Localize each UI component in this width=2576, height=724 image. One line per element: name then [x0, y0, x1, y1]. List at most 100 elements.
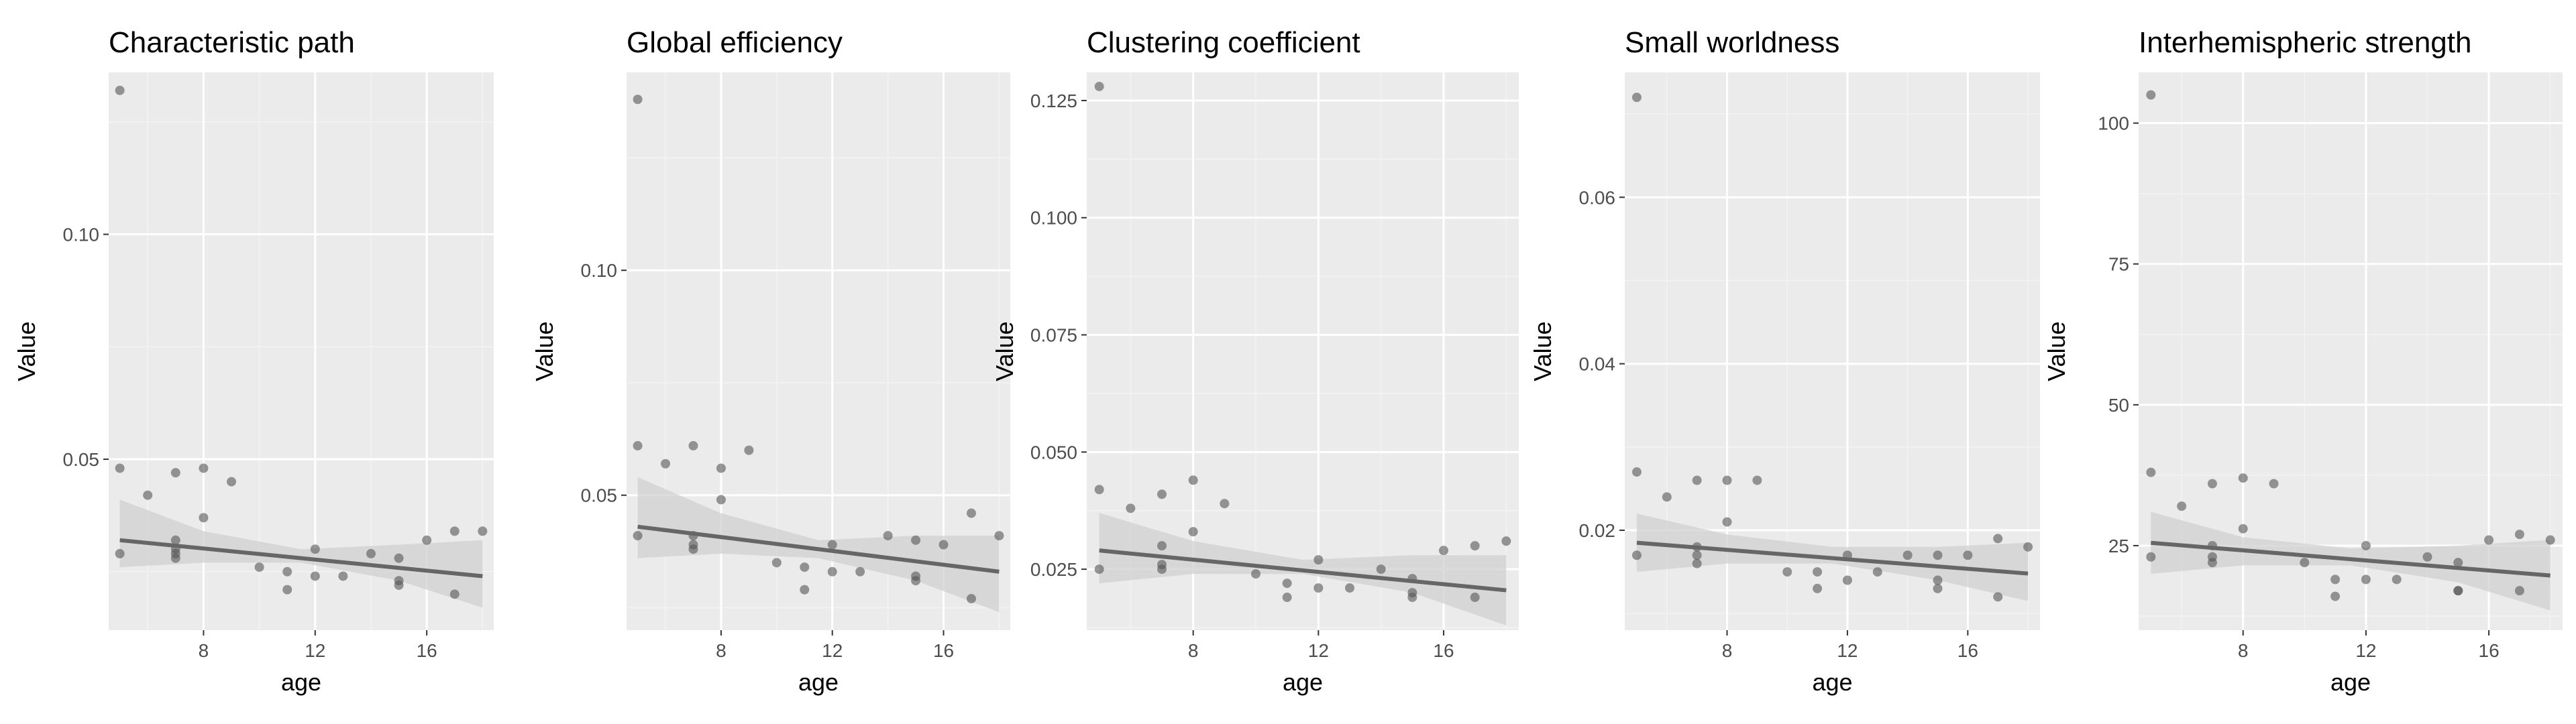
confidence-band	[119, 499, 483, 608]
data-point	[1470, 541, 1480, 551]
data-point	[1631, 93, 1642, 103]
data-point	[2300, 558, 2310, 568]
x-tick-label: 16	[417, 640, 437, 661]
x-tick-label: 8	[1722, 640, 1733, 661]
x-tick-label: 8	[199, 640, 209, 661]
y-axis-title: Value	[2043, 321, 2070, 381]
x-tick-label: 16	[1957, 640, 1978, 661]
x-tick-label: 12	[822, 640, 843, 661]
y-tick-label: 0.02	[1579, 520, 1616, 541]
data-point	[199, 463, 209, 473]
data-point	[1813, 567, 1823, 577]
data-point	[2207, 558, 2217, 568]
y-tick-label: 0.125	[1030, 90, 1077, 111]
y-tick-label: 0.05	[63, 449, 100, 470]
data-point	[1993, 534, 2003, 544]
data-point	[1188, 475, 1198, 485]
y-axis-title: Value	[531, 321, 558, 381]
x-tick-label: 16	[933, 640, 954, 661]
data-point	[2514, 530, 2524, 540]
data-point	[1157, 489, 1167, 499]
x-tick-label: 12	[305, 640, 325, 661]
panel-3: 8 12 16 0.025 0.050 0.075 0.100 0.125 Clustering…	[991, 26, 1519, 696]
panel-5: 8 12 16 25 50 75 100 Interhemispheric strength a…	[2043, 26, 2563, 696]
data-point	[2361, 575, 2371, 585]
data-point	[1631, 550, 1642, 560]
data-point	[422, 535, 432, 545]
data-point	[310, 544, 320, 554]
data-point	[449, 526, 460, 536]
data-point	[661, 459, 671, 469]
data-point	[771, 558, 782, 568]
data-point	[883, 531, 893, 541]
data-point	[1251, 569, 1260, 579]
data-point	[1692, 558, 1702, 568]
x-axis-title: age	[798, 668, 839, 696]
data-point	[2330, 575, 2341, 585]
y-tick-label: 0.05	[581, 485, 618, 506]
data-point	[170, 535, 180, 545]
y-tick-label: 0.100	[1030, 208, 1077, 229]
data-point	[938, 540, 949, 550]
data-point	[911, 576, 921, 586]
data-point	[2146, 552, 2156, 562]
data-point	[1993, 592, 2003, 602]
data-point	[1872, 567, 1882, 577]
y-axis-title: Value	[13, 321, 40, 381]
data-point	[1126, 503, 1136, 514]
data-point	[1933, 575, 1943, 585]
data-point	[1376, 564, 1386, 575]
y-tick-label: 0.050	[1030, 442, 1077, 463]
data-point	[966, 508, 976, 518]
panel-title: Global efficiency	[627, 26, 843, 59]
data-point	[827, 566, 837, 577]
data-point	[2422, 552, 2432, 562]
data-point	[170, 468, 180, 478]
data-point	[338, 571, 348, 581]
data-point	[1692, 550, 1702, 560]
y-tick-label: 75	[2108, 254, 2129, 275]
data-point	[1220, 499, 1230, 509]
data-point	[1282, 593, 1292, 603]
data-point	[282, 566, 292, 577]
regression-line	[119, 538, 483, 579]
data-point	[800, 562, 810, 572]
y-axis-title: Value	[991, 321, 1018, 381]
y-tick-label: 0.10	[581, 260, 618, 281]
x-tick-label: 8	[716, 640, 727, 661]
data-point	[2238, 473, 2248, 483]
data-point	[282, 585, 292, 595]
data-point	[800, 585, 810, 595]
data-point	[2361, 540, 2371, 550]
data-point	[2330, 591, 2341, 601]
y-tick-label: 50	[2108, 395, 2129, 416]
data-point	[1933, 583, 1943, 593]
data-point	[911, 535, 921, 545]
data-point	[394, 553, 404, 563]
regression-line	[1636, 540, 2029, 576]
data-point	[2392, 575, 2402, 585]
x-tick-label: 12	[1308, 640, 1329, 661]
panel-title: Interhemispheric strength	[2139, 26, 2471, 59]
data-point	[1439, 546, 1448, 556]
data-point	[2146, 467, 2156, 477]
x-tick-label: 8	[1188, 640, 1199, 661]
panel-4: 8 12 16 0.02 0.04 0.06 Small worldness age Value	[1529, 26, 2040, 696]
data-point	[688, 440, 698, 450]
data-point	[716, 495, 726, 505]
data-point	[2177, 501, 2187, 511]
data-point	[1407, 593, 1417, 603]
data-point	[1094, 485, 1104, 495]
data-point	[1902, 550, 1913, 560]
data-point	[1752, 475, 1762, 485]
data-point	[633, 440, 643, 450]
data-point	[1933, 550, 1943, 560]
panel-title: Characteristic path	[109, 26, 355, 59]
y-axis-title: Value	[1529, 321, 1556, 381]
data-point	[1842, 575, 1852, 585]
data-point	[966, 594, 976, 604]
data-point	[115, 85, 125, 95]
y-tick-label: 0.025	[1030, 559, 1077, 580]
data-point	[227, 477, 237, 487]
data-point	[2146, 90, 2156, 100]
